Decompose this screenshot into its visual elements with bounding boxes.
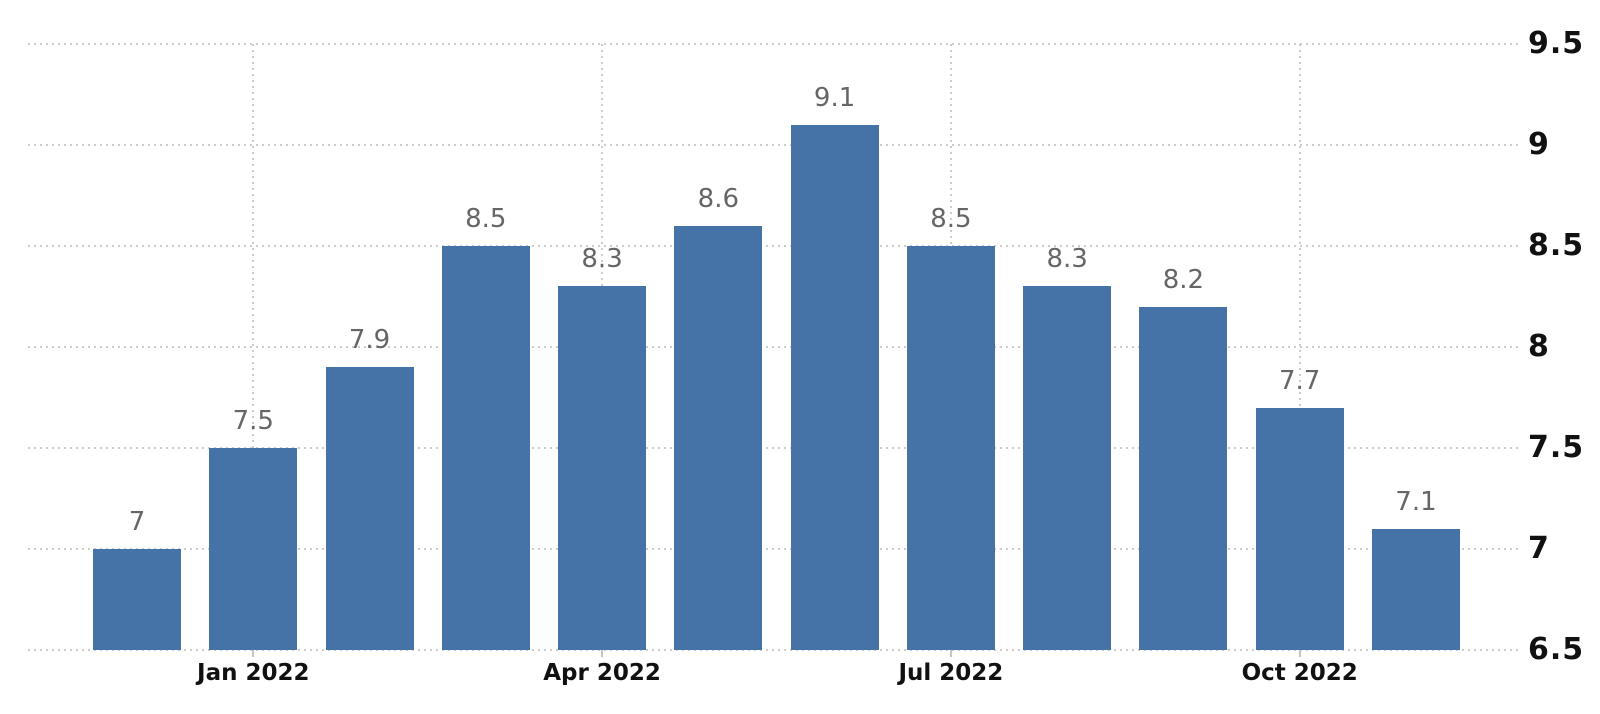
x-axis-tick <box>949 650 952 657</box>
bar[interactable] <box>93 549 181 650</box>
bar[interactable] <box>790 124 879 650</box>
gridline-horizontal <box>28 144 1522 146</box>
bar[interactable] <box>1023 286 1112 650</box>
bar-value-label: 8.5 <box>465 204 507 234</box>
x-axis-tick <box>252 650 255 657</box>
bar-value-label: 8.5 <box>930 204 972 234</box>
bar-value-label: 8.3 <box>581 244 623 275</box>
bar-value-label: 7.9 <box>348 325 391 356</box>
gridline-horizontal <box>28 649 1522 651</box>
x-axis-tick-label: Oct 2022 <box>1241 660 1358 686</box>
bar[interactable] <box>441 246 530 650</box>
gridline-vertical <box>1298 44 1301 650</box>
gridline-horizontal <box>28 43 1522 45</box>
y-axis-tick-label: 7 <box>1528 531 1550 566</box>
bar-value-label: 8.2 <box>1162 264 1205 295</box>
y-axis-tick-label: 7.5 <box>1528 430 1585 465</box>
gridline-horizontal <box>28 447 1522 449</box>
bar[interactable] <box>1255 407 1344 650</box>
bar[interactable] <box>558 286 647 650</box>
bar[interactable] <box>674 225 763 650</box>
bar-value-label: 7 <box>128 507 146 537</box>
gridline-horizontal <box>28 346 1522 348</box>
y-axis-tick-label: 6.5 <box>1528 632 1585 667</box>
bar[interactable] <box>906 246 995 650</box>
bar-value-label: 7.5 <box>232 406 274 436</box>
bar[interactable] <box>1371 528 1460 650</box>
y-axis-tick-label: 8 <box>1528 329 1550 364</box>
bar-value-label: 9.1 <box>813 82 856 113</box>
y-axis-tick-label: 9.5 <box>1528 26 1585 61</box>
gridline-horizontal <box>28 548 1522 550</box>
y-axis-tick-label: 9 <box>1528 127 1550 162</box>
y-axis-tick-label: 8.5 <box>1528 228 1585 263</box>
bar-value-label: 7.1 <box>1395 486 1437 517</box>
gridline-vertical <box>252 44 255 650</box>
bar-value-label: 8.6 <box>697 183 740 214</box>
gridline-horizontal <box>28 245 1522 247</box>
bar-value-label: 8.3 <box>1046 244 1088 275</box>
bar[interactable] <box>209 448 298 650</box>
x-axis-tick <box>601 650 604 657</box>
x-axis-tick <box>1298 650 1301 657</box>
x-axis-tick-label: Apr 2022 <box>543 660 661 686</box>
x-axis-tick-label: Jan 2022 <box>197 660 310 686</box>
bar-value-label: 7.7 <box>1279 365 1321 396</box>
bar[interactable] <box>1139 306 1228 650</box>
bar[interactable] <box>325 367 414 650</box>
x-axis-tick-label: Jul 2022 <box>898 660 1004 686</box>
